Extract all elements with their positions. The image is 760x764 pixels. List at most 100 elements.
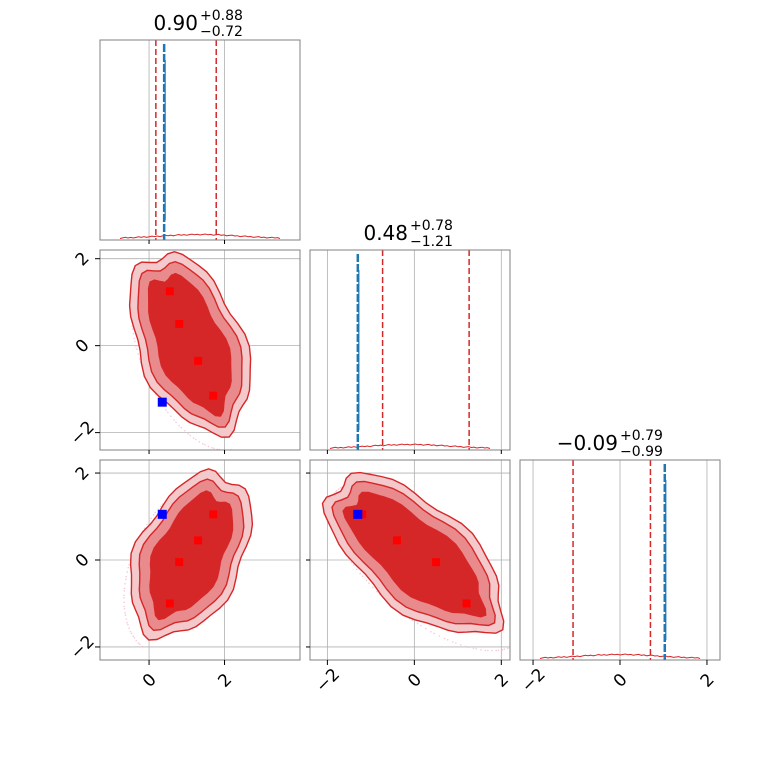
sample-point <box>187 433 189 435</box>
red-marker <box>165 287 174 296</box>
param-title-minus: −0.72 <box>200 24 243 40</box>
sample-point <box>420 624 422 627</box>
sample-point <box>183 430 186 432</box>
sample-point <box>137 642 140 644</box>
contour-inner <box>147 272 232 417</box>
sample-point <box>433 632 436 635</box>
red-marker <box>194 536 203 545</box>
sample-point <box>123 601 125 603</box>
panel-frame <box>309 249 511 451</box>
sample-point <box>335 490 337 493</box>
x-tick-label: 0 <box>610 670 632 692</box>
red-marker <box>209 391 218 400</box>
sample-point <box>137 353 139 355</box>
sample-point <box>135 345 137 348</box>
sample-point <box>157 508 159 511</box>
y-tick-label: 2 <box>72 249 94 271</box>
sample-point <box>128 627 130 629</box>
sample-point <box>139 643 141 646</box>
sample-point <box>175 421 177 424</box>
sample-point <box>491 649 493 652</box>
red-marker <box>175 319 184 328</box>
blue-marker <box>353 509 363 519</box>
sample-point <box>464 645 467 648</box>
sample-point <box>467 646 470 648</box>
sample-point <box>129 630 132 633</box>
panel-frame <box>99 249 301 451</box>
sample-point <box>150 517 152 520</box>
sample-point <box>124 612 126 614</box>
sample-point <box>204 444 206 446</box>
sample-point <box>443 637 446 640</box>
param-title-plus: +0.78 <box>410 218 453 234</box>
sample-point <box>180 426 183 429</box>
panel-background <box>100 40 300 240</box>
sample-point <box>372 586 374 589</box>
y-tick-label: −2 <box>67 632 99 664</box>
red-marker <box>392 536 401 545</box>
sample-point <box>133 337 135 340</box>
sample-point <box>446 639 449 641</box>
sample-point <box>123 608 126 610</box>
param-title-plus: +0.88 <box>200 8 243 24</box>
sample-point <box>202 443 204 445</box>
sample-point <box>135 639 138 642</box>
sample-point <box>361 575 364 577</box>
sample-point <box>136 348 138 351</box>
sample-point <box>127 566 130 569</box>
sample-point <box>134 340 136 343</box>
sample-point <box>141 645 143 648</box>
posterior-histogram <box>539 653 701 659</box>
x-tick-label: 2 <box>214 670 236 692</box>
sample-point <box>472 647 475 650</box>
sample-point <box>460 644 462 646</box>
panel-frame <box>99 39 301 241</box>
sample-point <box>189 434 191 437</box>
sample-point <box>154 511 157 514</box>
sample-point <box>123 605 125 608</box>
sample-point <box>475 648 478 650</box>
x-tick-label: −2 <box>518 665 550 697</box>
sample-point <box>123 587 126 590</box>
sample-point <box>480 649 482 651</box>
panel-background <box>310 250 510 450</box>
posterior-histogram <box>119 233 281 239</box>
sample-point <box>133 637 136 639</box>
sample-point <box>411 619 414 621</box>
sample-point <box>425 627 427 630</box>
param-title-median: −0.09 <box>557 431 618 455</box>
sample-point <box>125 578 127 581</box>
sample-point <box>338 488 340 490</box>
sample-point <box>130 632 133 635</box>
sample-point <box>455 642 457 644</box>
red-marker <box>209 510 218 519</box>
sample-point <box>152 514 155 516</box>
sample-point <box>127 623 129 626</box>
y-tick-label: 2 <box>72 463 94 485</box>
param-title-plus: +0.79 <box>620 428 663 444</box>
sample-point <box>359 572 362 575</box>
sample-point <box>125 618 127 620</box>
sample-point <box>430 630 432 633</box>
sample-point <box>192 437 195 439</box>
x-tick-label: 2 <box>697 670 719 692</box>
sample-point <box>507 647 509 650</box>
x-tick-label: 0 <box>404 670 426 692</box>
sample-point <box>148 519 151 522</box>
param-title-median: 0.48 <box>363 221 408 245</box>
sample-point <box>501 649 504 651</box>
sample-point <box>352 564 355 566</box>
sample-point <box>123 597 125 599</box>
sample-point <box>495 649 498 652</box>
sample-point <box>170 415 172 418</box>
blue-marker <box>157 509 167 519</box>
sample-point <box>126 571 128 573</box>
x-tick-label: 2 <box>491 670 513 692</box>
sample-point <box>416 622 419 625</box>
y-tick-label: 0 <box>72 335 94 357</box>
sample-point <box>138 358 141 360</box>
sample-point <box>195 438 197 441</box>
sample-point <box>132 333 135 335</box>
